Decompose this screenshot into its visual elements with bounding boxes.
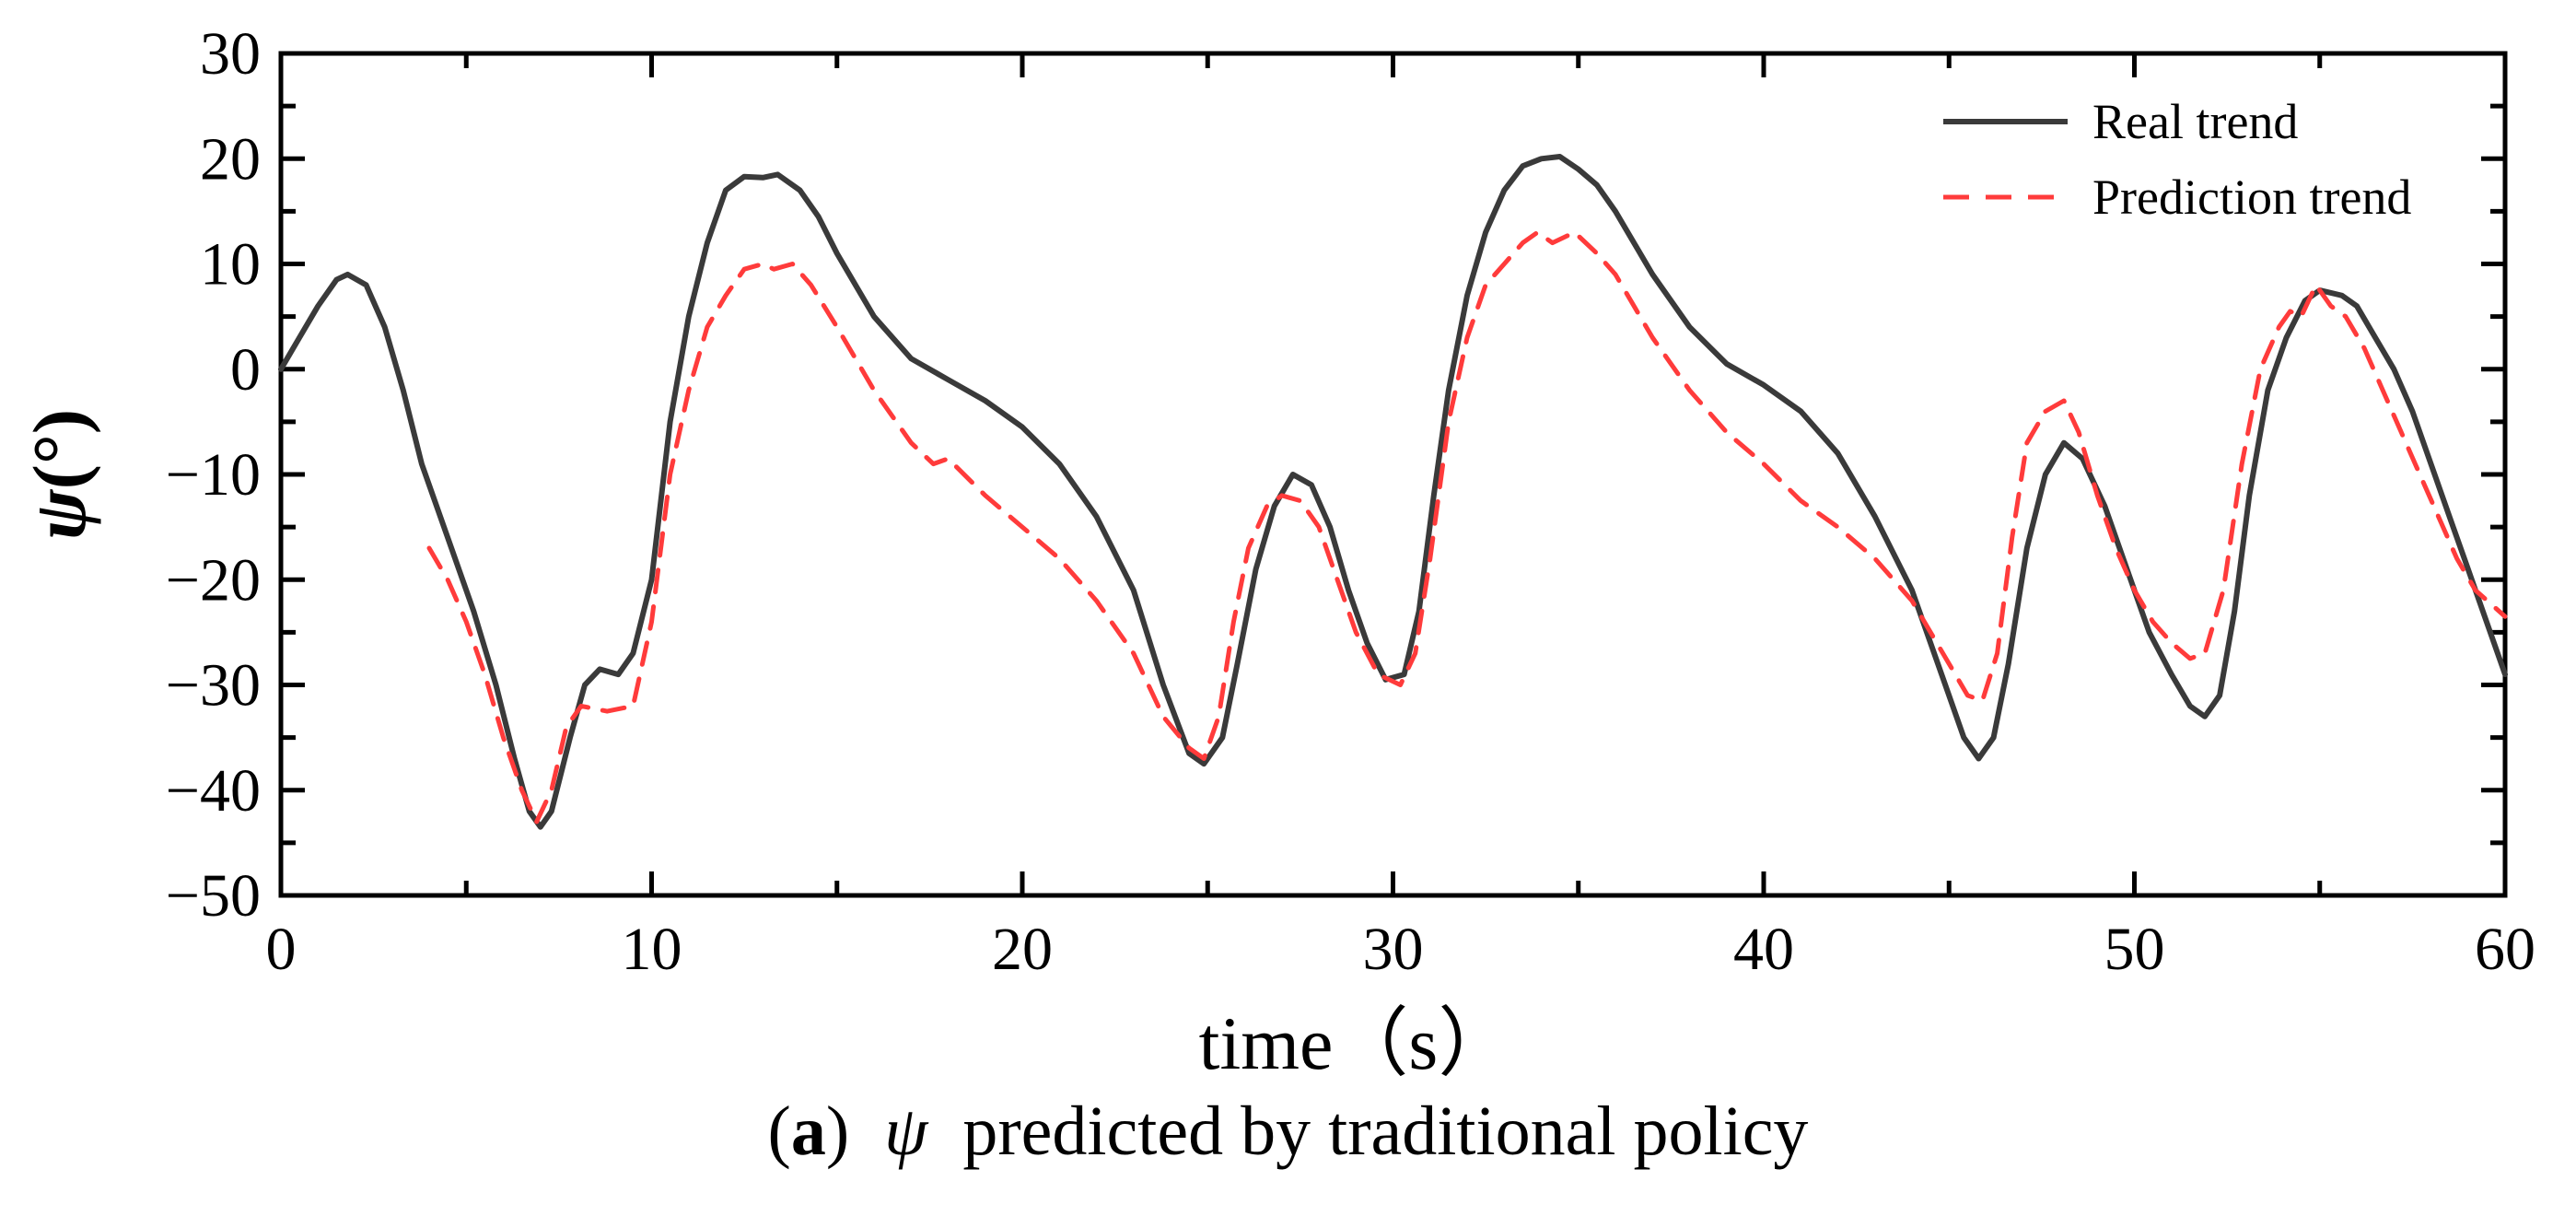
x-tick-label: 0 [266,916,297,983]
caption-label: a [790,1093,826,1170]
y-tick-label: 0 [230,336,261,403]
legend-label: Prediction trend [2092,170,2411,225]
x-tick-label: 30 [1363,916,1424,983]
x-tick-label: 60 [2475,916,2535,983]
y-tick-label: 20 [200,125,261,193]
y-axis-unit: (°) [17,409,101,489]
y-tick-label: −30 [166,652,261,719]
y-tick-label: −40 [166,757,261,824]
caption-open-paren: ( [767,1093,791,1170]
x-axis: 0 10 20 30 40 50 60 [266,53,2535,983]
figure-caption: (a) ψ predicted by traditional policy [0,1092,2576,1172]
x-tick-label: 20 [992,916,1053,983]
legend: Real trend Prediction trend [1943,94,2411,225]
y-axis-title: ψ(°) [17,409,101,540]
y-tick-label: 30 [200,20,261,88]
x-tick-label: 10 [622,916,682,983]
series-line-prediction [426,229,2508,824]
y-tick-label: −10 [166,441,261,509]
x-tick-label: 50 [2104,916,2165,983]
y-tick-label: −50 [166,862,261,930]
y-axis: 30 20 10 0 −10 −20 −30 −40 −50 [166,20,2505,930]
series-lines [278,154,2508,830]
caption-close-paren: ) [825,1093,850,1170]
chart: 0 10 20 30 40 50 60 30 20 10 0 −10 −20 −30 −40 −50 Rea… [17,20,2535,1085]
y-tick-label: 10 [200,231,261,298]
x-tick-label: 40 [1733,916,1794,983]
caption-symbol: ψ [884,1093,928,1170]
series-line-real [278,154,2508,830]
caption-text: predicted by traditional policy [962,1093,1809,1170]
x-axis-title: time（s） [1199,1001,1514,1085]
legend-label: Real trend [2092,94,2298,149]
y-axis-symbol: ψ [17,488,101,540]
y-tick-label: −20 [166,546,261,614]
